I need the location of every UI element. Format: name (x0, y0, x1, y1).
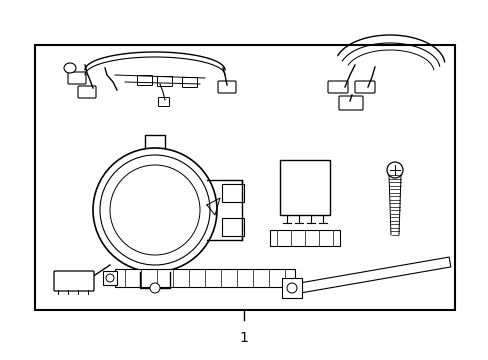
Circle shape (93, 148, 217, 272)
Circle shape (150, 283, 160, 293)
Ellipse shape (64, 63, 76, 73)
Bar (222, 218, 244, 236)
Bar (35, 45, 454, 310)
Bar (115, 269, 294, 287)
FancyBboxPatch shape (158, 98, 169, 107)
FancyBboxPatch shape (327, 81, 347, 93)
Bar (280, 160, 329, 215)
Circle shape (100, 155, 209, 265)
Bar (269, 230, 339, 246)
Circle shape (110, 165, 200, 255)
Bar (103, 271, 117, 285)
FancyBboxPatch shape (182, 77, 197, 87)
FancyBboxPatch shape (78, 86, 96, 98)
FancyBboxPatch shape (157, 77, 172, 86)
FancyBboxPatch shape (137, 76, 152, 86)
FancyBboxPatch shape (54, 271, 94, 291)
Bar (282, 278, 302, 298)
Polygon shape (299, 257, 450, 293)
Text: 1: 1 (239, 331, 248, 345)
FancyBboxPatch shape (338, 96, 362, 110)
FancyBboxPatch shape (68, 72, 86, 84)
Bar (222, 184, 244, 202)
FancyBboxPatch shape (354, 81, 374, 93)
FancyBboxPatch shape (218, 81, 236, 93)
Circle shape (386, 162, 402, 178)
Circle shape (106, 274, 114, 282)
Circle shape (286, 283, 296, 293)
